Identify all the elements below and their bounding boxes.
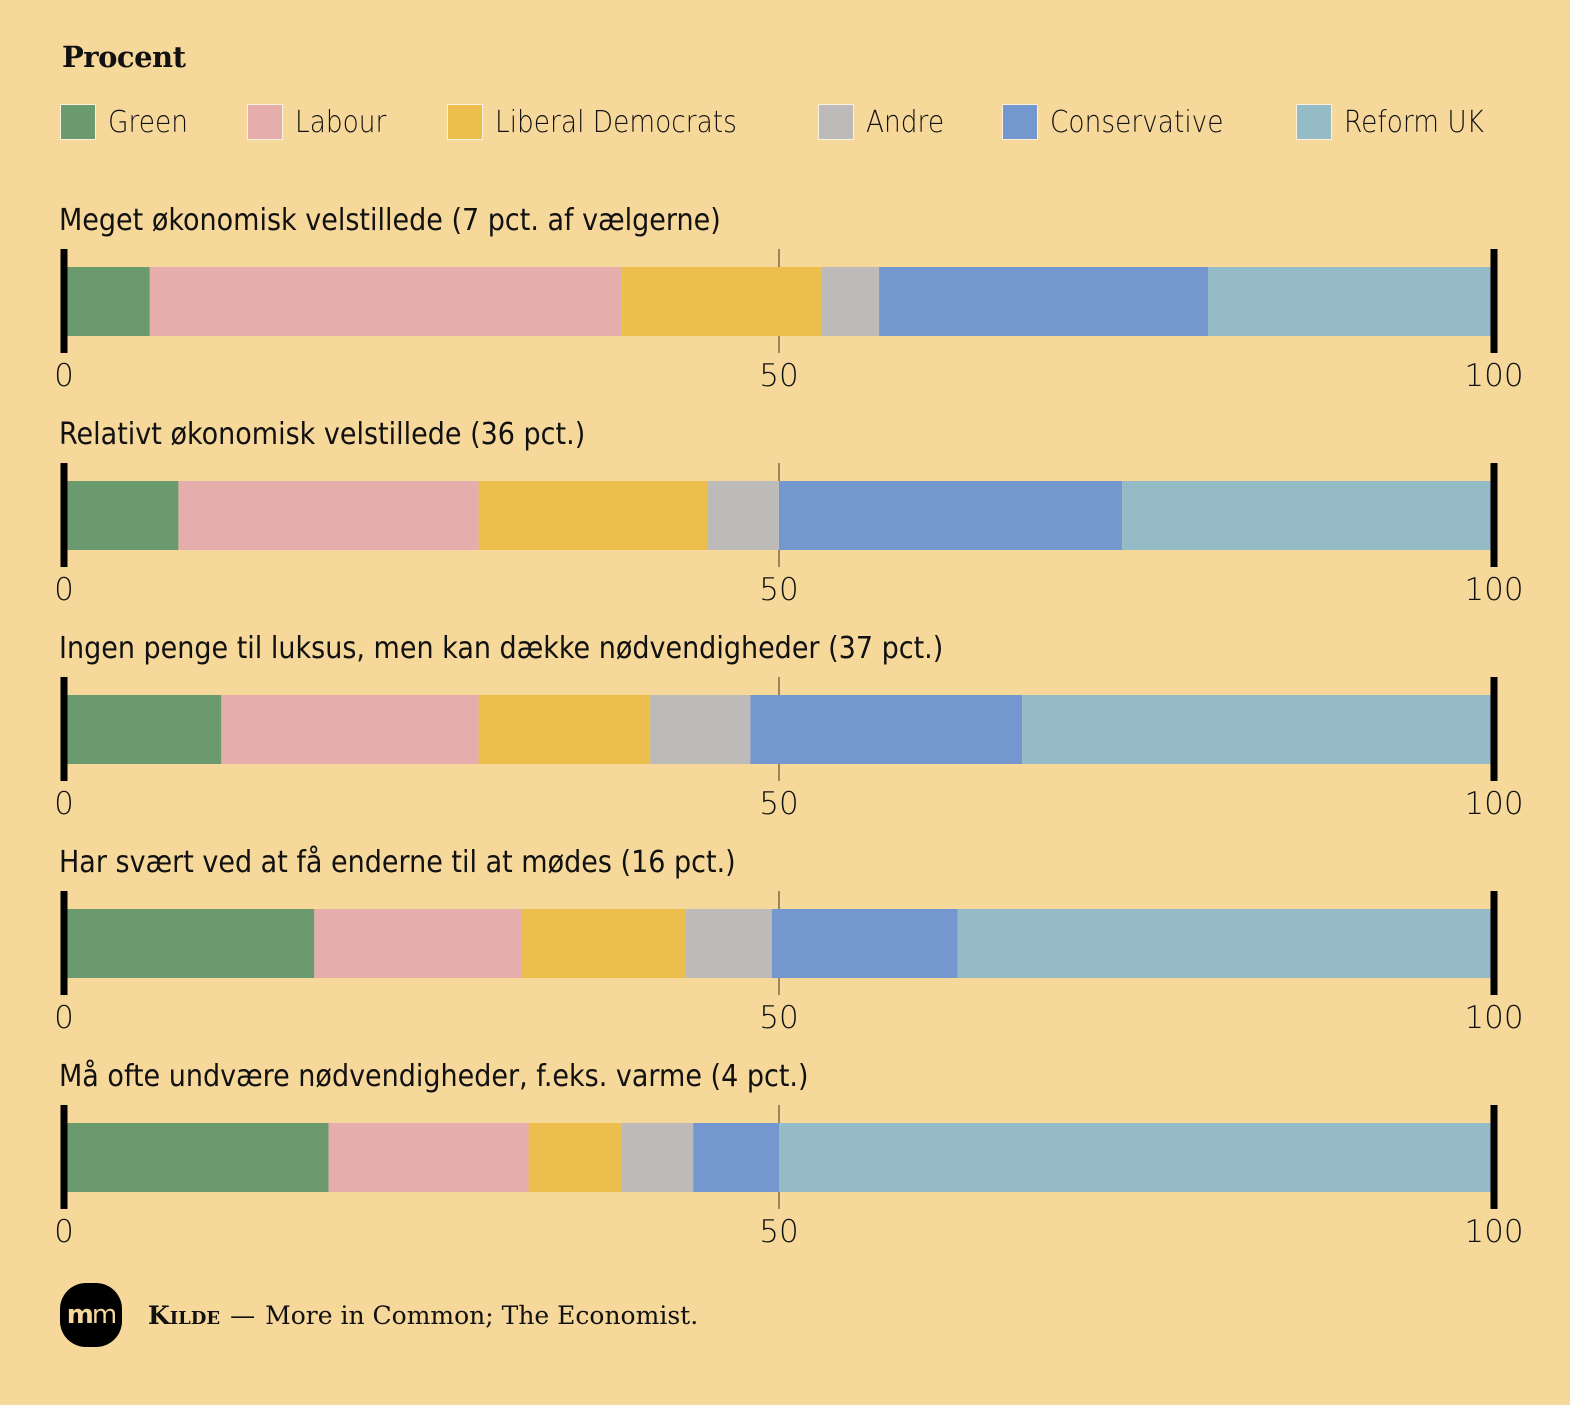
bar-segment-green xyxy=(64,909,315,978)
bar-segment-andre xyxy=(821,267,880,336)
bar-panel: Meget økonomisk velstillede (7 pct. af v… xyxy=(0,203,1570,417)
bar-segment-labour xyxy=(314,909,522,978)
x-tick-label: 100 xyxy=(1464,786,1524,822)
x-tick-label: 50 xyxy=(759,786,799,822)
logo-letter-light: m xyxy=(91,1300,117,1330)
bar-panel: Relativt økonomisk velstillede (36 pct.)… xyxy=(0,417,1570,631)
logo-letter-bold: m xyxy=(66,1300,94,1330)
bar-panel: Ingen penge til luksus, men kan dække nø… xyxy=(0,631,1570,845)
x-tick-label: 50 xyxy=(759,1214,799,1250)
bar-category-label: Ingen penge til luksus, men kan dække nø… xyxy=(59,631,944,666)
bar-segment-green xyxy=(64,1123,329,1192)
x-tick-label: 50 xyxy=(759,1000,799,1036)
bar-segment-andre xyxy=(707,481,779,550)
x-tick-label: 100 xyxy=(1464,1000,1524,1036)
x-tick-label: 50 xyxy=(759,358,799,394)
x-tick-label: 50 xyxy=(759,572,799,608)
legend-swatch xyxy=(446,104,483,140)
legend-label: Andre xyxy=(865,104,944,140)
bar-segment-conservative xyxy=(879,267,1208,336)
source-text: More in Common; The Economist. xyxy=(265,1300,699,1330)
bar-segment-labour xyxy=(149,267,622,336)
bar-category-label: Relativt økonomisk velstillede (36 pct.) xyxy=(59,417,586,452)
axis-start-marker xyxy=(60,1105,68,1209)
bar-chart-svg xyxy=(60,463,1498,567)
source-label: Kilde xyxy=(148,1300,221,1330)
axis-start-marker xyxy=(60,891,68,995)
bar-segment-reform-uk xyxy=(1022,695,1494,764)
bar-chart-svg xyxy=(60,677,1498,781)
bar-category-label: Må ofte undvære nødvendigheder, f.eks. v… xyxy=(59,1059,809,1094)
bar-chart-svg xyxy=(60,891,1498,995)
x-tick-label: 100 xyxy=(1464,1214,1524,1250)
legend-label: Labour xyxy=(294,104,387,140)
bar-segment-liberal-democrats xyxy=(478,695,651,764)
legend-swatch xyxy=(60,104,96,140)
legend-item: Liberal Democrats xyxy=(446,104,770,140)
bar-segment-labour xyxy=(328,1123,529,1192)
bar-segment-andre xyxy=(621,1123,694,1192)
bar-panel: Må ofte undvære nødvendigheder, f.eks. v… xyxy=(0,1059,1570,1273)
unit-label: Procent xyxy=(62,40,186,74)
axis-end-marker xyxy=(1490,1105,1498,1209)
legend-item: Labour xyxy=(246,104,399,140)
bar-segment-conservative xyxy=(693,1123,779,1192)
bar-chart-svg xyxy=(60,249,1498,353)
bar-segment-liberal-democrats xyxy=(621,267,822,336)
legend-label: Green xyxy=(108,104,188,140)
source-dash: — xyxy=(230,1300,256,1330)
bar-segment-green xyxy=(64,695,222,764)
x-tick-label: 0 xyxy=(54,1214,74,1250)
legend-swatch xyxy=(246,104,283,140)
legend-item: Conservative xyxy=(1002,104,1247,140)
bar-segment-liberal-democrats xyxy=(521,909,687,978)
bar-segment-conservative xyxy=(750,695,1023,764)
bar-segment-conservative xyxy=(771,909,958,978)
x-tick-label: 0 xyxy=(54,786,74,822)
axis-end-marker xyxy=(1490,249,1498,353)
legend-item: Andre xyxy=(817,104,955,140)
legend: Green Labour Liberal Democrats Andre Conserv… xyxy=(60,104,1503,140)
x-tick-label: 0 xyxy=(54,1000,74,1036)
bar-segment-liberal-democrats xyxy=(478,481,708,550)
axis-end-marker xyxy=(1490,677,1498,781)
x-tick-label: 100 xyxy=(1464,358,1524,394)
axis-start-marker xyxy=(60,463,68,567)
axis-start-marker xyxy=(60,677,68,781)
axis-end-marker xyxy=(1490,891,1498,995)
legend-label: Liberal Democrats xyxy=(494,104,737,140)
bar-segment-reform-uk xyxy=(957,909,1494,978)
bar-segment-andre xyxy=(650,695,751,764)
legend-item: Reform UK xyxy=(1295,104,1503,140)
bar-segment-green xyxy=(64,481,179,550)
x-tick-label: 0 xyxy=(54,572,74,608)
bar-segment-reform-uk xyxy=(779,1123,1494,1192)
bar-category-label: Har svært ved at få enderne til at mødes… xyxy=(59,845,736,880)
legend-swatch xyxy=(817,104,854,140)
bar-segment-reform-uk xyxy=(1122,481,1494,550)
bar-segment-labour xyxy=(178,481,479,550)
bar-segment-green xyxy=(64,267,150,336)
legend-label: Reform UK xyxy=(1343,104,1484,140)
bar-panel: Har svært ved at få enderne til at mødes… xyxy=(0,845,1570,1059)
legend-swatch xyxy=(1002,104,1039,140)
x-tick-label: 0 xyxy=(54,358,74,394)
x-tick-label: 100 xyxy=(1464,572,1524,608)
legend-item: Green xyxy=(60,104,199,140)
bar-segment-conservative xyxy=(779,481,1123,550)
axis-end-marker xyxy=(1490,463,1498,567)
source-note: Kilde — More in Common; The Economist. xyxy=(148,1301,698,1330)
legend-label: Conservative xyxy=(1050,104,1224,140)
bar-chart-svg xyxy=(60,1105,1498,1209)
legend-swatch xyxy=(1295,104,1332,140)
bar-category-label: Meget økonomisk velstillede (7 pct. af v… xyxy=(59,203,721,238)
bar-segment-liberal-democrats xyxy=(528,1123,622,1192)
axis-start-marker xyxy=(60,249,68,353)
bar-segment-reform-uk xyxy=(1208,267,1494,336)
bar-segment-labour xyxy=(221,695,479,764)
bar-segment-andre xyxy=(686,909,772,978)
